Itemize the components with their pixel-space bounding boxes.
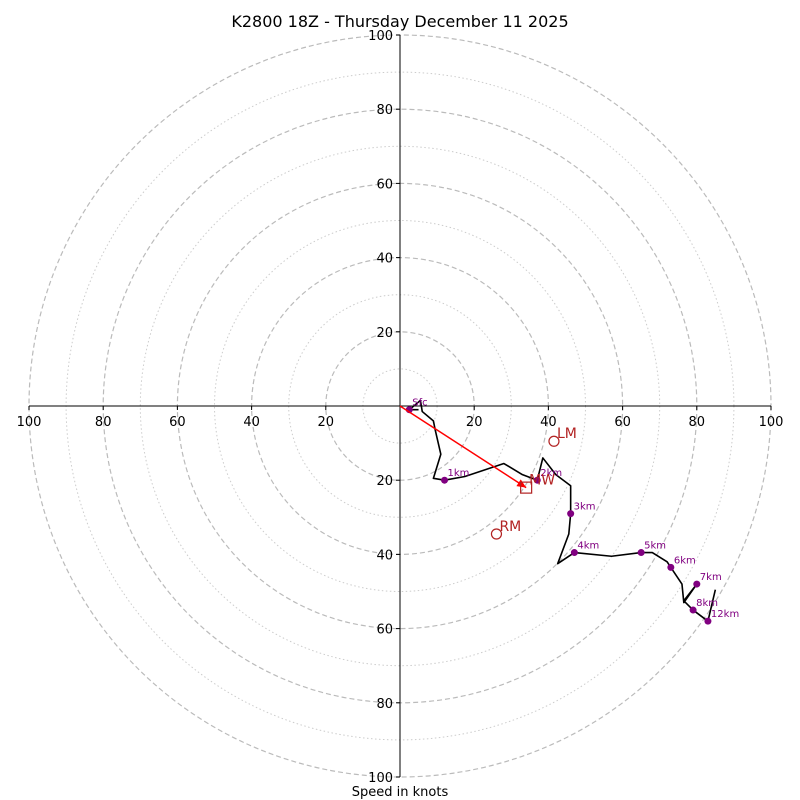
- height-label: 3km: [574, 502, 596, 513]
- height-point: [693, 580, 701, 588]
- x-tick-label: 100: [17, 415, 42, 430]
- x-tick-label: 40: [540, 415, 557, 430]
- height-label: 8km: [696, 598, 718, 609]
- height-point: [667, 563, 675, 571]
- storm-motion-vector: [399, 405, 527, 489]
- left-mover-label: LM: [557, 426, 577, 442]
- height-point: [567, 510, 575, 518]
- height-label: 1km: [448, 468, 470, 479]
- height-point: [570, 549, 578, 557]
- height-point: [637, 549, 645, 557]
- x-tick-label: 20: [318, 415, 335, 430]
- height-label: 12km: [711, 609, 739, 620]
- y-tick-label: 40: [376, 548, 393, 563]
- height-point: [441, 476, 449, 484]
- x-tick-label: 60: [169, 415, 186, 430]
- height-label: 2km: [540, 468, 562, 479]
- y-tick-label: 20: [376, 326, 393, 341]
- x-tick-label: 40: [243, 415, 260, 430]
- height-point: [704, 617, 712, 625]
- height-label: 5km: [644, 541, 666, 552]
- height-label: 7km: [700, 572, 722, 583]
- x-tick-label: 80: [95, 415, 112, 430]
- y-tick-label: 20: [376, 474, 393, 489]
- x-tick-label: 80: [689, 415, 706, 430]
- x-axis-label: Speed in knots: [352, 785, 449, 800]
- height-label: 6km: [674, 555, 696, 566]
- height-point: [533, 476, 541, 484]
- x-tick-label: 60: [614, 415, 631, 430]
- mean-wind-marker: [520, 481, 533, 494]
- x-tick-label: 100: [759, 415, 784, 430]
- height-label: 4km: [577, 541, 599, 552]
- right-mover-label: RM: [499, 519, 521, 535]
- y-tick-label: 60: [376, 623, 393, 638]
- height-label: Sfc: [412, 398, 427, 409]
- storm-motion-markers: MW LM RM: [399, 405, 577, 540]
- y-tick-label: 100: [368, 771, 393, 786]
- y-tick-label: 40: [376, 252, 393, 267]
- chart-title: K2800 18Z - Thursday December 11 2025: [231, 12, 568, 31]
- storm-motion-arrowhead: [516, 479, 527, 488]
- y-tick-label: 80: [376, 103, 393, 118]
- x-tick-label: 20: [466, 415, 483, 430]
- y-tick-label: 80: [376, 697, 393, 712]
- height-point: [689, 606, 697, 614]
- right-mover-marker: [490, 528, 503, 540]
- left-mover-marker: [548, 435, 560, 447]
- hodograph-line: [408, 399, 717, 622]
- mean-wind-label: MW: [529, 473, 555, 489]
- axis-tick-labels: 20 20 20 20 40 40 40 40 60 60 60 60 80 80 80 80 100 100 10…: [17, 29, 784, 786]
- y-tick-label: 100: [368, 29, 393, 44]
- y-tick-label: 60: [376, 177, 393, 192]
